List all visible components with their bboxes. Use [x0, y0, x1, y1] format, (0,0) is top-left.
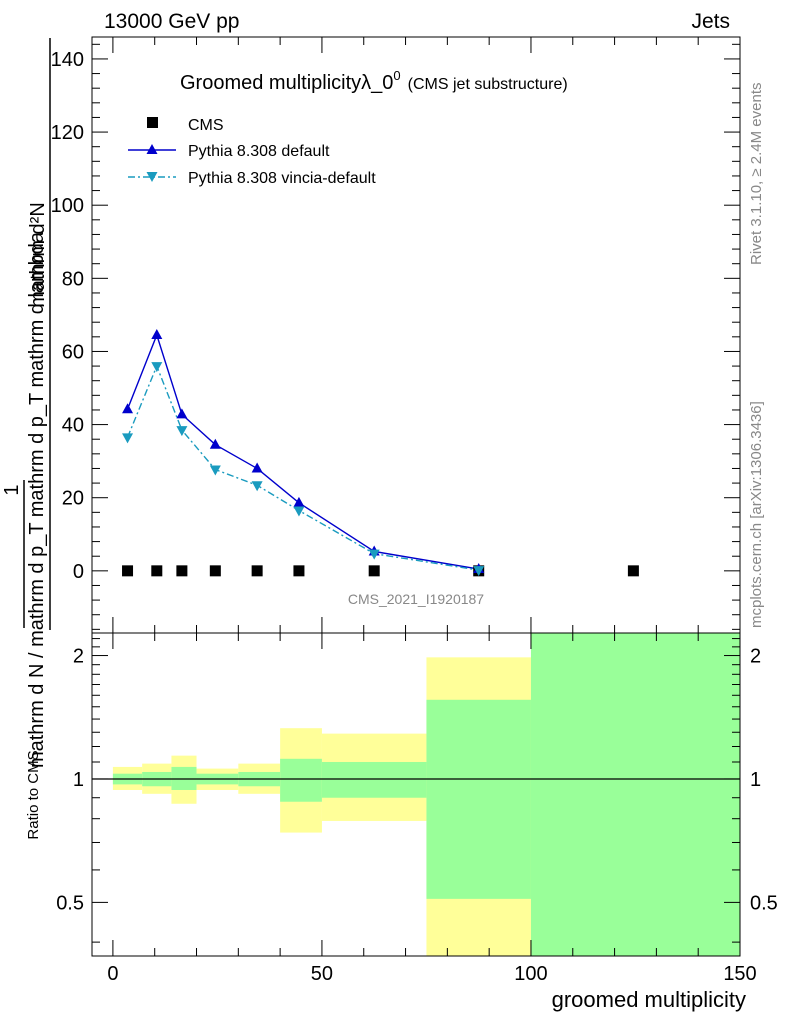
- ratio-stat-band-7: [426, 699, 531, 899]
- x-tick-label: 50: [311, 963, 333, 985]
- main-y-tick-label: 40: [62, 415, 84, 437]
- pythia-default-marker-1: [151, 329, 163, 339]
- pythia-default-marker-2: [176, 408, 188, 419]
- analysis-tag: CMS_2021_I1920187: [348, 591, 484, 607]
- x-axis-label: groomed multiplicity: [552, 987, 746, 1012]
- header-category: Jets: [691, 10, 730, 33]
- pythia-vincia-marker-1: [151, 362, 163, 373]
- cms-marker-3: [209, 565, 221, 577]
- ratio-plot-content: [92, 633, 740, 956]
- cms-marker-6: [368, 565, 380, 577]
- chart-title-sub: (CMS jet substructure): [408, 76, 568, 93]
- ratio-stat-band-6: [321, 761, 427, 798]
- chart-title: Groomed multiplicityλ_00 (CMS jet substru…: [180, 68, 568, 94]
- y-label-numerator: mathrm d²N: [27, 202, 49, 308]
- rivet-version-label: Rivet 3.1.10, ≥ 2.4M events: [748, 83, 765, 266]
- pythia-vincia-marker-7: [473, 566, 485, 577]
- ratio-y-tick-label-right: 2: [750, 646, 761, 668]
- ratio-stat-band-8: [530, 633, 740, 956]
- ratio-y-tick-label: 1: [73, 769, 84, 791]
- y-label-denominator: mathrm d N / mathrm d p_T mathrm d p_T m…: [26, 231, 48, 768]
- cms-marker-1: [151, 565, 163, 577]
- main-y-tick-label: 100: [51, 195, 84, 217]
- pythia-default-marker-0: [122, 403, 134, 414]
- legend-marker-cms: [147, 117, 158, 128]
- pythia-vincia-marker-4: [251, 481, 263, 492]
- main-y-tick-label: 20: [62, 488, 84, 510]
- ratio-panel-frame: [91, 632, 741, 957]
- x-tick-label: 0: [107, 963, 118, 985]
- series-line-2: [126, 364, 479, 571]
- main-y-tick-label: 80: [62, 268, 84, 290]
- ratio-y-tick-label: 0.5: [56, 892, 84, 914]
- x-tick-label: 100: [514, 963, 547, 985]
- header-energy: 13000 GeV pp: [104, 10, 239, 33]
- ratio-panel: 0.5 0.5 1 1 2 2: [56, 632, 778, 957]
- legend-label-cms: CMS: [188, 117, 224, 134]
- main-y-tick-label: 0: [73, 561, 84, 583]
- legend-marker-pythia-default: [146, 144, 158, 154]
- pythia-default-marker-4: [251, 462, 263, 473]
- pythia-vincia-marker-5: [293, 506, 305, 517]
- legend: CMS Pythia 8.308 default Pythia 8.308 vi…: [128, 117, 376, 187]
- legend-label-pythia-default: Pythia 8.308 default: [188, 143, 330, 160]
- chart-title-sup: 0: [393, 68, 400, 83]
- legend-marker-pythia-vincia: [146, 172, 158, 182]
- pythia-default-marker-3: [209, 438, 221, 449]
- pythia-default-marker-5: [293, 496, 305, 507]
- cms-marker-4: [251, 565, 263, 577]
- main-y-tick-label: 60: [62, 341, 84, 363]
- ratio-y-tick-label: 2: [73, 646, 84, 668]
- main-panel: 0 20 40 60 80 100 120 140 Groomed multiplicityλ…: [51, 36, 741, 634]
- cms-marker-8: [627, 565, 639, 577]
- pythia-vincia-marker-3: [209, 465, 221, 476]
- ratio-y-tick-label-right: 1: [750, 769, 761, 791]
- cms-marker-2: [176, 565, 188, 577]
- ratio-y-label: Ratio to CMS: [25, 750, 42, 839]
- ratio-y-tick-label-right: 0.5: [750, 892, 778, 914]
- ratio-stat-band-5: [280, 758, 322, 802]
- main-y-axis-label: mathrm d²N mathrm d N / mathrm d p_T mat…: [1, 38, 51, 768]
- main-y-tick-label: 140: [51, 49, 84, 71]
- pythia-vincia-marker-2: [176, 426, 188, 437]
- series-line-1: [126, 332, 479, 570]
- main-plot-content: [122, 329, 639, 577]
- chart-title-main: Groomed multiplicityλ_0: [180, 72, 393, 94]
- x-axis-ticks: 0 50 100 150: [107, 37, 757, 985]
- pythia-vincia-marker-6: [368, 549, 380, 560]
- y-label-prefactor: 1: [1, 484, 23, 495]
- legend-label-pythia-vincia: Pythia 8.308 vincia-default: [188, 170, 376, 187]
- x-tick-label: 150: [723, 963, 756, 985]
- ratio-axis-ticks: 0.5 0.5 1 1 2 2: [56, 638, 778, 943]
- mcplots-label: mcplots.cern.ch [arXiv:1306.3436]: [748, 401, 765, 628]
- main-y-tick-label: 120: [51, 122, 84, 144]
- cms-marker-5: [293, 565, 305, 577]
- pythia-vincia-marker-0: [122, 433, 134, 444]
- main-axis-ticks: 0 20 40 60 80 100 120 140: [51, 43, 740, 630]
- cms-marker-0: [122, 565, 134, 577]
